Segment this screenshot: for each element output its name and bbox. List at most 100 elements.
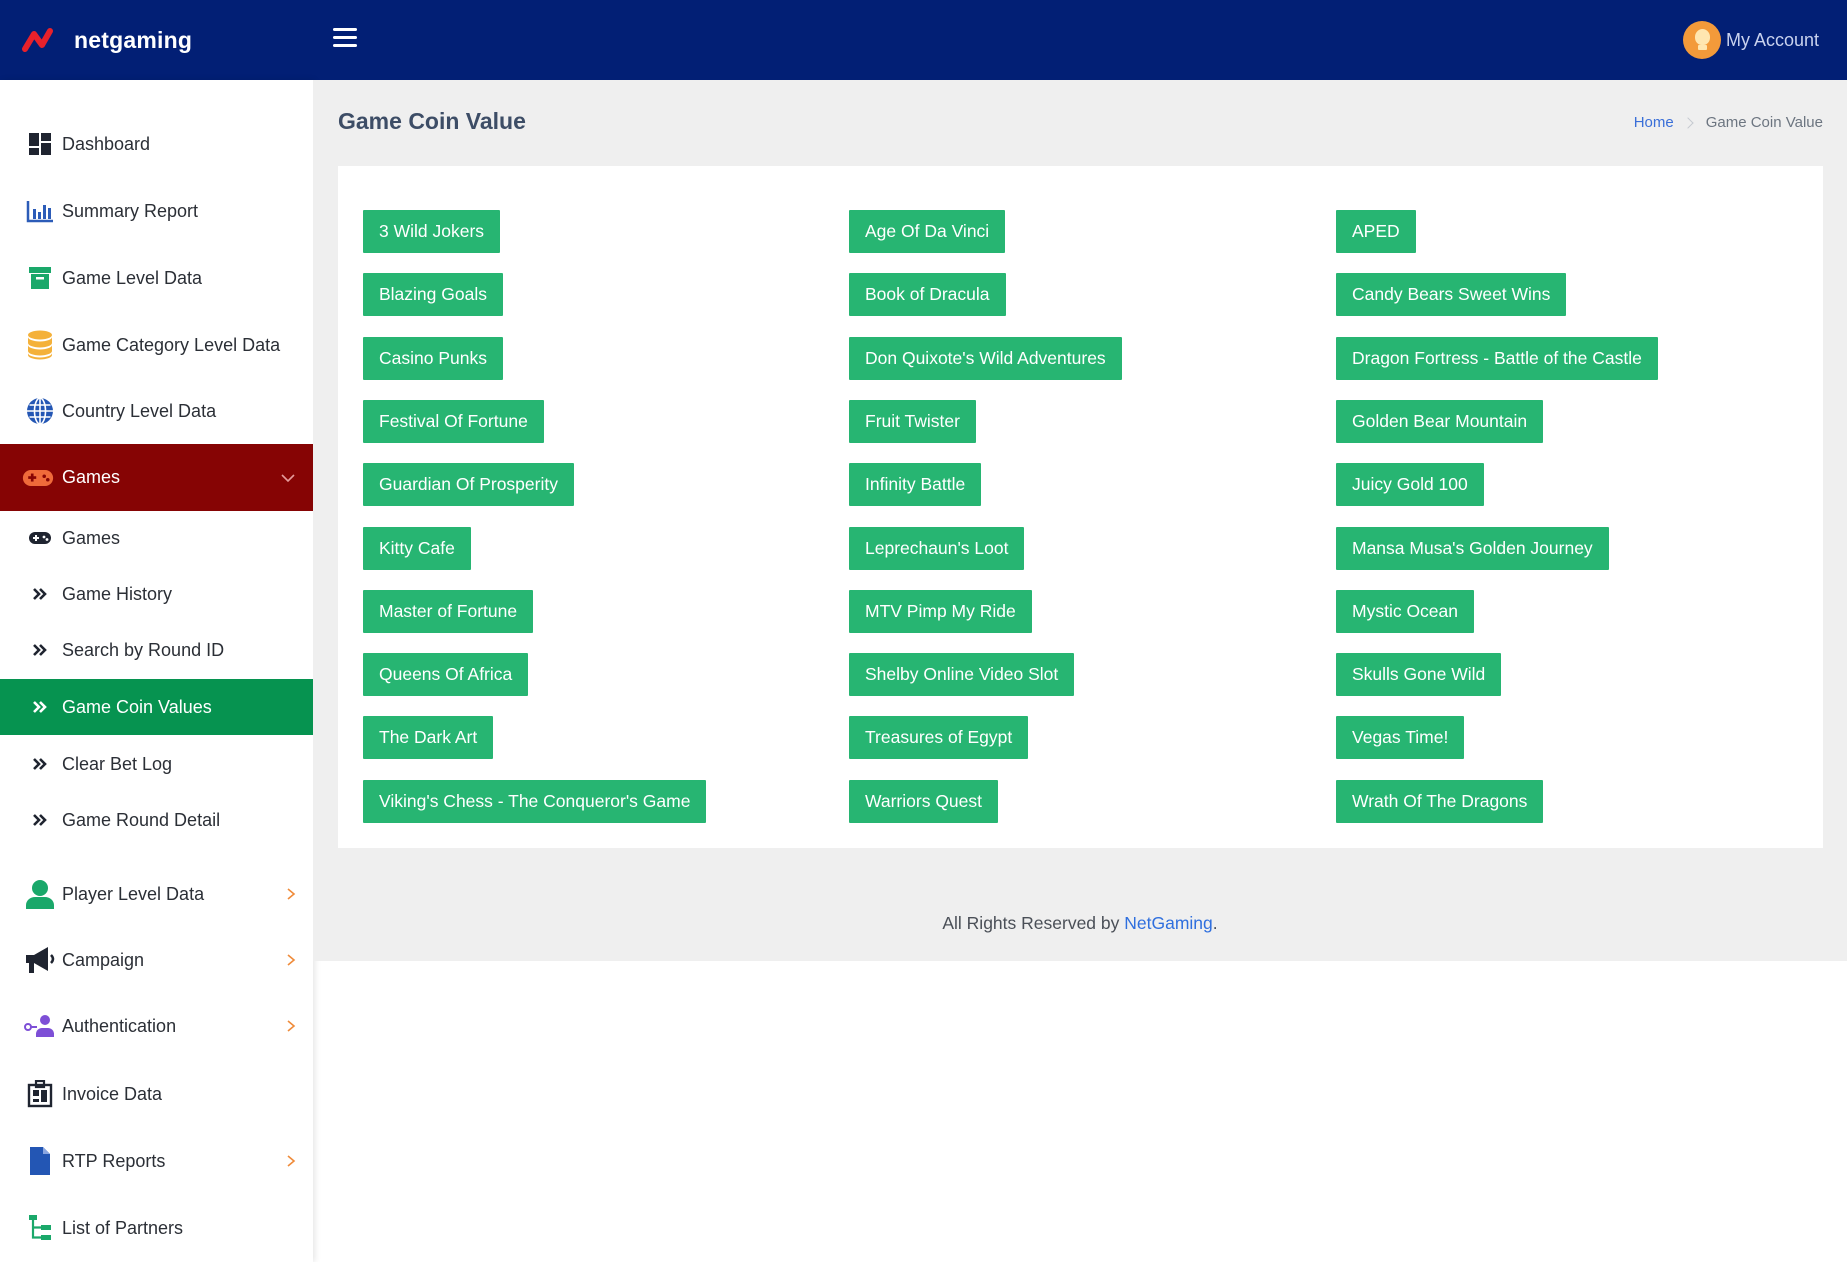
double-chevron-icon bbox=[26, 693, 54, 721]
sidebar-item-authentication[interactable]: Authentication bbox=[0, 998, 313, 1054]
sidebar-subitem-label: Game Coin Values bbox=[62, 696, 212, 717]
gamepad-icon bbox=[22, 462, 54, 494]
sidebar-subitem-games[interactable]: Games bbox=[0, 510, 313, 566]
sidebar-subitem-game-coin-values[interactable]: Game Coin Values bbox=[0, 679, 313, 735]
menu-toggle-button[interactable] bbox=[333, 28, 361, 52]
game-coin-value-button[interactable]: The Dark Art bbox=[363, 716, 494, 759]
my-account-menu[interactable]: My Account bbox=[1682, 21, 1819, 59]
game-coin-value-button[interactable]: Infinity Battle bbox=[849, 463, 982, 506]
breadcrumb-separator-icon bbox=[1682, 116, 1694, 129]
lightbulb-icon bbox=[1694, 29, 1710, 45]
game-coin-value-button[interactable]: Don Quixote's Wild Adventures bbox=[849, 337, 1122, 380]
brand-name: netgaming bbox=[74, 26, 193, 53]
sidebar: Dashboard Summary Report Game Level Data… bbox=[0, 80, 313, 1262]
game-coin-value-button[interactable]: Wrath Of The Dragons bbox=[1336, 780, 1544, 823]
double-chevron-icon bbox=[26, 806, 54, 834]
game-coin-value-button[interactable]: Juicy Gold 100 bbox=[1336, 463, 1484, 506]
lightbulb-base bbox=[1697, 45, 1707, 50]
sidebar-item-campaign[interactable]: Campaign bbox=[0, 932, 313, 988]
chevron-right-icon bbox=[287, 888, 296, 900]
game-coin-value-button[interactable]: Guardian Of Prosperity bbox=[363, 463, 574, 506]
game-coin-value-button[interactable]: Vegas Time! bbox=[1336, 716, 1465, 759]
sidebar-item-summary-report[interactable]: Summary Report bbox=[0, 183, 313, 239]
footer-text: All Rights Reserved by bbox=[942, 913, 1125, 933]
sidebar-item-invoice-data[interactable]: Invoice Data bbox=[0, 1066, 313, 1122]
sidebar-subitem-game-round-detail[interactable]: Game Round Detail bbox=[0, 792, 313, 848]
sidebar-subitem-game-history[interactable]: Game History bbox=[0, 566, 313, 622]
sidebar-subitem-label: Games bbox=[62, 527, 121, 548]
main-content: Game Coin Value Home Game Coin Value 3 W… bbox=[313, 80, 1847, 961]
gamepad-icon bbox=[26, 524, 54, 552]
game-coin-value-button[interactable]: Fruit Twister bbox=[849, 400, 976, 443]
game-coin-value-card: 3 Wild Jokers Age Of Da Vinci APED Blazing … bbox=[338, 166, 1823, 848]
sidebar-item-label: Country Level Data bbox=[62, 400, 217, 421]
game-coin-value-button[interactable]: Warriors Quest bbox=[849, 780, 999, 823]
user-key-icon bbox=[24, 1010, 56, 1042]
game-coin-value-button[interactable]: Book of Dracula bbox=[849, 273, 1006, 316]
game-coin-value-button[interactable]: Queens Of Africa bbox=[363, 653, 529, 696]
hamburger-icon-line bbox=[333, 44, 357, 47]
sidebar-item-label: Dashboard bbox=[62, 133, 151, 154]
sidebar-item-dashboard[interactable]: Dashboard bbox=[0, 116, 313, 172]
sidebar-item-label: Game Category Level Data bbox=[62, 334, 281, 355]
sidebar-item-label: List of Partners bbox=[62, 1217, 184, 1238]
database-icon bbox=[24, 329, 56, 361]
archive-box-icon bbox=[24, 262, 56, 294]
sidebar-subitem-label: Game History bbox=[62, 583, 173, 604]
dashboard-icon bbox=[24, 128, 56, 160]
sidebar-item-label: Authentication bbox=[62, 1015, 177, 1036]
megaphone-icon bbox=[24, 944, 56, 976]
file-icon bbox=[24, 1145, 56, 1177]
sidebar-item-label: Campaign bbox=[62, 949, 145, 970]
breadcrumb: Home Game Coin Value bbox=[1634, 114, 1823, 131]
brand[interactable]: netgaming bbox=[22, 22, 192, 58]
globe-icon bbox=[24, 395, 56, 427]
breadcrumb-home-link[interactable]: Home bbox=[1633, 114, 1674, 131]
sidebar-item-game-level-data[interactable]: Game Level Data bbox=[0, 250, 313, 306]
top-navbar: netgaming My Account bbox=[0, 0, 1847, 80]
sidebar-subitem-label: Search by Round ID bbox=[62, 639, 225, 660]
game-coin-value-button[interactable]: Candy Bears Sweet Wins bbox=[1336, 273, 1567, 316]
sidebar-item-rtp-reports[interactable]: RTP Reports bbox=[0, 1133, 313, 1189]
game-coin-value-button[interactable]: 3 Wild Jokers bbox=[363, 210, 501, 253]
sidebar-item-label: Summary Report bbox=[62, 200, 199, 221]
game-coin-value-button[interactable]: Kitty Cafe bbox=[363, 527, 471, 570]
game-coin-value-button[interactable]: Master of Fortune bbox=[363, 590, 534, 633]
breadcrumb-current: Game Coin Value bbox=[1705, 114, 1823, 131]
footer: All Rights Reserved by NetGaming. bbox=[313, 913, 1847, 934]
hamburger-icon-line bbox=[333, 36, 357, 39]
sidebar-subitem-clear-bet-log[interactable]: Clear Bet Log bbox=[0, 736, 313, 792]
game-coin-value-button[interactable]: MTV Pimp My Ride bbox=[849, 590, 1032, 633]
game-coin-value-button[interactable]: APED bbox=[1336, 210, 1416, 253]
double-chevron-icon bbox=[26, 580, 54, 608]
sidebar-item-country-level-data[interactable]: Country Level Data bbox=[0, 383, 313, 439]
game-coin-value-button[interactable]: Dragon Fortress - Battle of the Castle bbox=[1336, 337, 1658, 380]
my-account-label: My Account bbox=[1725, 29, 1819, 50]
game-coin-value-button[interactable]: Viking's Chess - The Conqueror's Game bbox=[363, 780, 707, 823]
avatar bbox=[1682, 21, 1721, 59]
double-chevron-icon bbox=[26, 636, 54, 664]
game-coin-value-button[interactable]: Skulls Gone Wild bbox=[1336, 653, 1502, 696]
game-coin-value-button[interactable]: Mystic Ocean bbox=[1336, 590, 1474, 633]
user-icon bbox=[24, 878, 56, 910]
game-coin-value-button[interactable]: Leprechaun's Loot bbox=[849, 527, 1025, 570]
sidebar-subitem-search-by-round-id[interactable]: Search by Round ID bbox=[0, 622, 313, 678]
game-coin-value-button[interactable]: Treasures of Egypt bbox=[849, 716, 1029, 759]
sidebar-item-games[interactable]: Games bbox=[0, 444, 313, 511]
bar-chart-icon bbox=[24, 195, 56, 227]
sidebar-item-player-level-data[interactable]: Player Level Data bbox=[0, 866, 313, 922]
sidebar-item-label: Game Level Data bbox=[62, 267, 203, 288]
game-coin-value-button[interactable]: Shelby Online Video Slot bbox=[849, 653, 1075, 696]
chevron-down-icon bbox=[281, 473, 295, 482]
chevron-right-icon bbox=[287, 1155, 296, 1167]
game-coin-value-button[interactable]: Festival Of Fortune bbox=[363, 400, 544, 443]
game-coin-value-button[interactable]: Blazing Goals bbox=[363, 273, 503, 316]
footer-netgaming-link[interactable]: NetGaming bbox=[1124, 913, 1213, 933]
game-coin-value-button[interactable]: Golden Bear Mountain bbox=[1336, 400, 1544, 443]
game-coin-value-button[interactable]: Mansa Musa's Golden Journey bbox=[1336, 527, 1609, 570]
hamburger-icon bbox=[333, 28, 357, 31]
game-coin-value-button[interactable]: Age Of Da Vinci bbox=[849, 210, 1006, 253]
game-coin-value-button[interactable]: Casino Punks bbox=[363, 337, 503, 380]
sidebar-item-list-of-partners[interactable]: List of Partners bbox=[0, 1200, 313, 1256]
sidebar-item-game-category-level-data[interactable]: Game Category Level Data bbox=[0, 317, 313, 373]
